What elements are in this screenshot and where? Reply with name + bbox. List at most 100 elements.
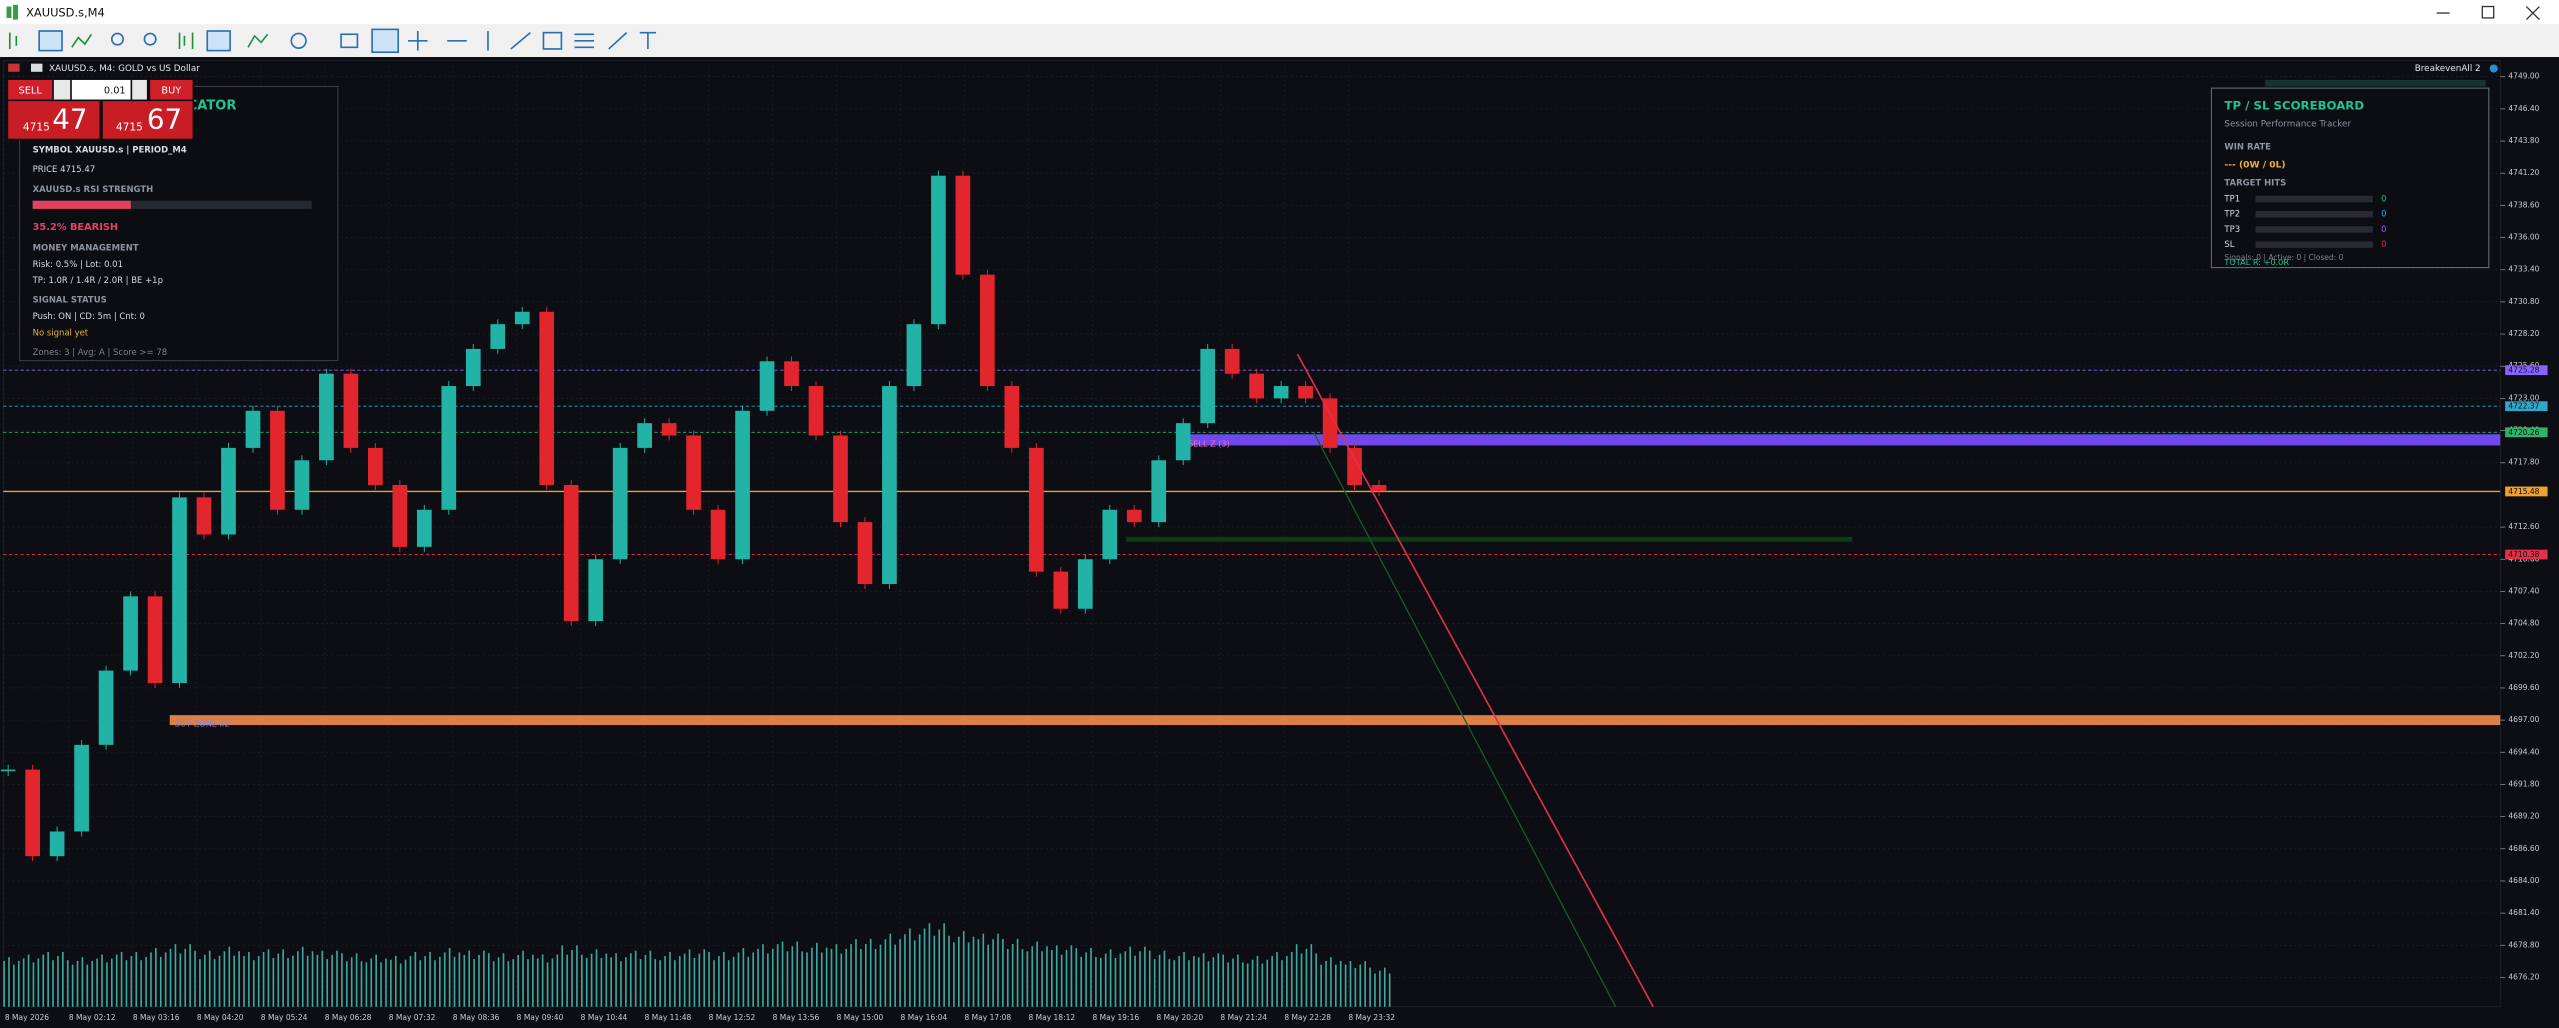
volume-bar <box>864 943 867 1007</box>
close-button[interactable] <box>2525 6 2540 21</box>
volume-bar <box>1379 970 1381 1007</box>
volume-bar <box>355 953 358 1007</box>
volume-bar <box>913 940 916 1007</box>
sell-button[interactable] <box>8 79 53 100</box>
x-tick-label: 8 May 09:40 <box>517 1013 564 1022</box>
score-name: TP2 <box>2223 209 2240 219</box>
candle-body <box>980 274 995 387</box>
panel-title: CATOR <box>188 99 237 114</box>
maximize-button[interactable] <box>2481 5 2495 19</box>
volume-bar <box>1099 957 1102 1007</box>
volume-bar <box>130 956 133 1007</box>
volume-bar <box>37 958 40 1007</box>
volume-bar <box>110 958 113 1007</box>
push-line: Push: ON | CD: 5m | Cnt: 0 <box>33 311 145 321</box>
volume-bar <box>767 953 769 1007</box>
volume-bar <box>972 936 975 1007</box>
volume-bar <box>659 960 661 1007</box>
lot-up[interactable] <box>132 79 147 100</box>
candle-body <box>661 423 677 436</box>
volume-bar <box>1188 960 1190 1007</box>
zoom-out-button[interactable] <box>143 32 157 46</box>
periods-button[interactable] <box>290 32 307 49</box>
volume-bar <box>248 951 250 1007</box>
volume-bar <box>776 944 779 1007</box>
buy-price-box[interactable] <box>102 101 193 139</box>
volume-bar <box>786 951 789 1007</box>
lot-down[interactable] <box>53 79 71 100</box>
volume-bar <box>1055 945 1058 1007</box>
volume-bar <box>1006 949 1009 1007</box>
win-value: --- (0W / 0L) <box>2224 160 2285 170</box>
volume-bar <box>879 944 882 1007</box>
volume-bar <box>904 934 906 1007</box>
volume-bar <box>502 953 505 1007</box>
volume-bar <box>629 953 632 1007</box>
price-level-label: 4725.28 <box>2508 366 2539 375</box>
candle-body <box>1004 386 1020 448</box>
score-track <box>2255 226 2373 233</box>
volume-bar <box>703 949 706 1007</box>
candle-body <box>441 386 457 510</box>
crosshair-button[interactable] <box>408 31 428 51</box>
volume-bar <box>791 946 794 1007</box>
channel-button[interactable] <box>574 33 595 49</box>
zoom-in-button[interactable] <box>110 32 125 46</box>
axes: 4749.00 4746.40 4743.80 4741.20 4738.60 4736.… <box>5 72 2548 1022</box>
volume-bar <box>899 939 901 1007</box>
app-icon <box>6 6 12 18</box>
volume-bar <box>507 961 510 1007</box>
expert-caption: BreakevenAll 2 <box>2415 64 2481 74</box>
volume-bar <box>287 957 289 1007</box>
tile-button[interactable] <box>178 32 194 49</box>
candle-body <box>1102 509 1118 560</box>
x-tick-label: 8 May 22:28 <box>1284 1013 1331 1022</box>
volume-bar <box>884 939 887 1007</box>
x-tick-label: 8 May 13:56 <box>773 1013 820 1022</box>
trendline-button[interactable] <box>510 32 531 50</box>
volume-bar <box>1163 950 1166 1007</box>
volume-bar <box>1217 953 1220 1007</box>
y-tick-label: 4730.80 <box>2508 297 2539 306</box>
buy-button[interactable] <box>150 79 193 100</box>
candle-chart-button[interactable] <box>38 30 63 52</box>
candle-body <box>931 175 946 325</box>
text-button[interactable] <box>639 31 657 49</box>
volume-bar <box>639 959 642 1007</box>
cursor-button[interactable] <box>371 28 400 54</box>
volume-bar <box>13 964 15 1007</box>
signals-line: Signals: 0 | Active: 0 | Closed: 0 <box>2224 253 2343 262</box>
indicators-button[interactable] <box>247 33 269 48</box>
volume-bar <box>561 945 564 1007</box>
y-tick-label: 4697.00 <box>2508 715 2539 724</box>
volume-bar <box>1031 946 1034 1007</box>
volume-bar <box>27 954 30 1007</box>
y-tick-label: 4676.20 <box>2508 972 2539 981</box>
candle-body <box>343 373 359 448</box>
autoscroll-button[interactable] <box>206 30 231 52</box>
volume-bar <box>478 954 480 1007</box>
volume-bar <box>1021 949 1024 1007</box>
volume-bar <box>693 957 696 1007</box>
volume-bar <box>140 960 142 1007</box>
candle-body <box>563 485 579 622</box>
bar-chart-button[interactable] <box>8 32 18 49</box>
lot-input[interactable] <box>71 79 131 100</box>
volume-bar <box>1261 963 1264 1007</box>
sell-price-box[interactable] <box>8 101 100 139</box>
volume-bar <box>674 960 676 1007</box>
rectangle-button[interactable] <box>542 31 563 50</box>
volume-bar <box>1237 954 1239 1007</box>
volume-bar <box>600 957 603 1007</box>
line-chart-button[interactable] <box>71 33 93 48</box>
screenshot-button[interactable] <box>340 33 359 49</box>
volume-bar <box>223 951 226 1007</box>
volume-bar <box>458 952 461 1007</box>
fibo-button[interactable] <box>608 32 628 50</box>
volume-bar <box>297 951 299 1007</box>
volume-bar <box>977 939 980 1007</box>
rsi-label: 35.2% BEARISH <box>33 222 118 233</box>
volume-bar <box>1168 959 1171 1007</box>
volume-bar <box>957 936 960 1007</box>
scoreboard-subtitle: Session Performance Tracker <box>2224 120 2351 130</box>
